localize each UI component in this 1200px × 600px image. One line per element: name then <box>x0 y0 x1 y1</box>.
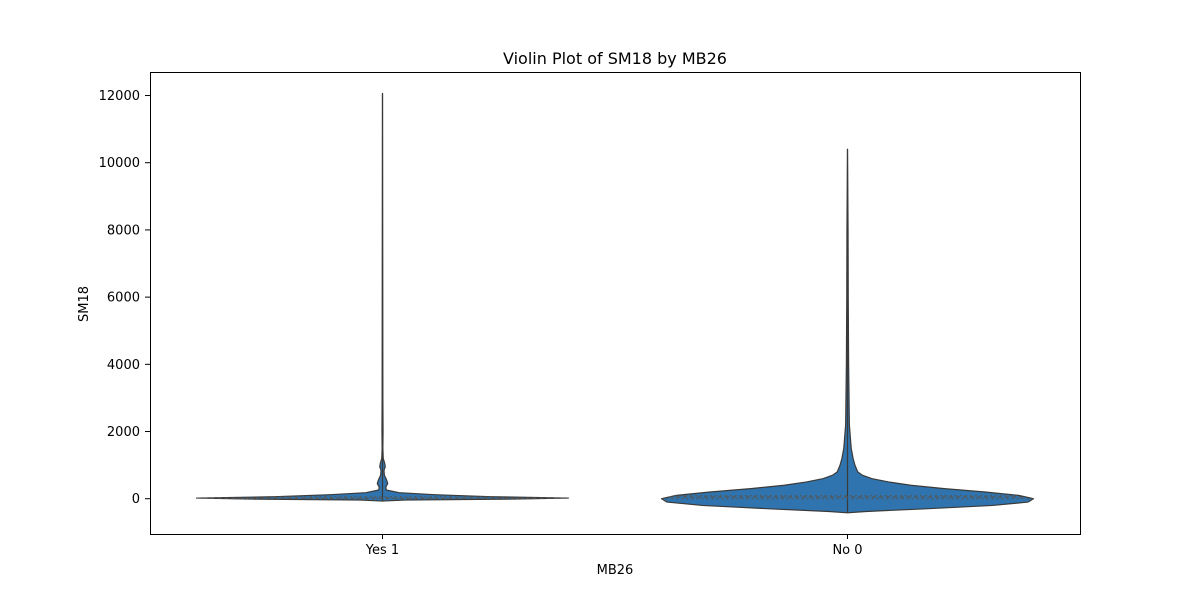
violin-no-0 <box>660 148 1035 514</box>
y-tick-label: 12000 <box>99 89 140 104</box>
violin-yes-1 <box>195 92 570 502</box>
violins-layer <box>195 92 1035 514</box>
chart-title: Violin Plot of SM18 by MB26 <box>503 49 727 68</box>
plot-frame <box>150 72 1081 535</box>
x-ticks: Yes 1 No 0 <box>365 534 863 558</box>
x-tick-label: No 0 <box>832 543 862 558</box>
y-tick-label: 6000 <box>107 291 140 306</box>
y-tick-label: 0 <box>132 492 140 507</box>
y-tick-label: 8000 <box>107 223 140 238</box>
x-tick-label: Yes 1 <box>365 543 399 558</box>
y-tick-label: 10000 <box>99 156 140 171</box>
y-ticks: 0 2000 4000 6000 8000 10000 12000 <box>99 89 150 507</box>
y-tick-label: 2000 <box>107 425 140 440</box>
y-tick-label: 4000 <box>107 358 140 373</box>
x-axis-label: MB26 <box>597 563 634 578</box>
y-axis-label: SM18 <box>77 286 92 322</box>
